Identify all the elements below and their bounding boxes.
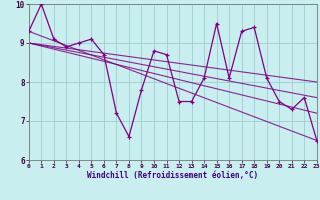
X-axis label: Windchill (Refroidissement éolien,°C): Windchill (Refroidissement éolien,°C) <box>87 171 258 180</box>
